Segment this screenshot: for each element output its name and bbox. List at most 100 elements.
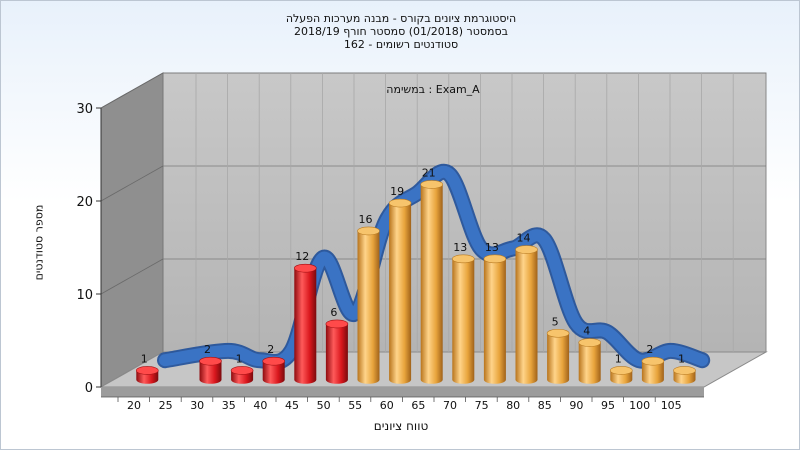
x-tick-label: 95 bbox=[601, 399, 615, 412]
bar-value-label: 1 bbox=[678, 352, 685, 365]
bar-top bbox=[578, 338, 602, 347]
histogram-bar: 1 bbox=[136, 352, 159, 384]
gridline-side bbox=[100, 165, 164, 202]
histogram-bar: 5 bbox=[546, 315, 570, 384]
chart-title-line-1: היסטוגרמת ציונים בקורס - מבנה מערכות הפע… bbox=[285, 12, 517, 25]
bar-value-label: 4 bbox=[583, 325, 590, 338]
histogram-bar: 4 bbox=[578, 325, 602, 384]
histogram-bar: 2 bbox=[641, 343, 665, 384]
y-axis-label: מספר סטודנטים bbox=[32, 204, 46, 281]
x-tick-label: 90 bbox=[569, 399, 583, 412]
bar-top bbox=[451, 254, 475, 264]
histogram-bar: 1 bbox=[609, 352, 633, 384]
bar-body bbox=[578, 342, 601, 384]
bar-value-label: 13 bbox=[485, 241, 499, 254]
x-tick-label: 70 bbox=[443, 399, 457, 412]
bar-top bbox=[136, 366, 159, 375]
bar-value-label: 16 bbox=[359, 213, 373, 226]
x-tick-label: 30 bbox=[190, 399, 204, 412]
bar-top bbox=[357, 226, 380, 236]
gridline-side bbox=[100, 72, 164, 109]
bar-value-label: 1 bbox=[615, 352, 622, 365]
left-wall bbox=[100, 72, 164, 388]
x-tick-label: 105 bbox=[661, 399, 682, 412]
bar-value-label: 14 bbox=[517, 232, 531, 245]
histogram-bar: 12 bbox=[293, 250, 317, 384]
bar-value-label: 21 bbox=[422, 166, 436, 179]
bar-body bbox=[547, 333, 570, 384]
x-tick-label: 45 bbox=[285, 399, 299, 412]
bar-top bbox=[420, 180, 444, 189]
x-tick-label: 20 bbox=[127, 399, 141, 412]
bar-body bbox=[452, 258, 475, 384]
bar-top bbox=[609, 366, 633, 375]
histogram-bar: 1 bbox=[230, 352, 254, 384]
bar-body bbox=[483, 258, 506, 384]
x-tick-label: 55 bbox=[348, 399, 362, 412]
x-tick-label: 35 bbox=[222, 399, 236, 412]
bar-value-label: 19 bbox=[390, 185, 404, 198]
y-tick-label: 10 bbox=[76, 288, 93, 303]
y-tick-label: 0 bbox=[85, 381, 93, 396]
histogram-bar: 16 bbox=[357, 213, 380, 384]
bar-body bbox=[325, 323, 348, 384]
x-axis-label: טווח ציונים bbox=[373, 419, 429, 433]
x-tick-label: 100 bbox=[629, 399, 650, 412]
histogram-bar: 2 bbox=[199, 343, 222, 384]
bar-top bbox=[388, 198, 412, 208]
bar-body bbox=[420, 184, 443, 384]
histogram-bar: 2 bbox=[262, 343, 286, 384]
x-tick-label: 80 bbox=[506, 399, 520, 412]
bar-top bbox=[230, 366, 254, 375]
gridline-side bbox=[100, 258, 164, 295]
bar-top bbox=[483, 254, 507, 264]
bar-body bbox=[199, 361, 222, 384]
histogram-bar: 1 bbox=[673, 352, 696, 384]
bar-value-label: 2 bbox=[204, 343, 211, 356]
bar-top bbox=[262, 356, 286, 366]
x-tick-label: 75 bbox=[475, 399, 489, 412]
x-tick-label: 65 bbox=[411, 399, 425, 412]
bar-value-label: 1 bbox=[141, 352, 148, 365]
x-tick-label: 85 bbox=[538, 399, 552, 412]
bar-top bbox=[325, 319, 349, 329]
trend-curve bbox=[159, 166, 709, 368]
bar-top bbox=[515, 245, 538, 254]
bar-value-label: 1 bbox=[236, 352, 243, 365]
x-tick-label: 40 bbox=[253, 399, 267, 412]
bar-top bbox=[641, 356, 665, 366]
x-tick-label: 25 bbox=[159, 399, 173, 412]
histogram-bar: 14 bbox=[515, 232, 538, 384]
bar-body bbox=[515, 249, 538, 384]
chart-title-line-2: בסמסטר (01/2018) סמסטר חורף 2018/19 bbox=[294, 25, 508, 38]
x-tick-label: 50 bbox=[317, 399, 331, 412]
bar-top bbox=[199, 356, 222, 366]
bar-value-label: 2 bbox=[646, 343, 653, 356]
x-tick-label: 60 bbox=[380, 399, 394, 412]
bar-value-label: 2 bbox=[267, 343, 274, 356]
y-tick-label: 30 bbox=[76, 102, 93, 117]
y-tick-label: 20 bbox=[76, 195, 93, 210]
histogram-bar: 19 bbox=[388, 185, 412, 384]
floor-edge bbox=[101, 387, 704, 397]
bar-value-label: 6 bbox=[330, 306, 337, 319]
bar-top bbox=[293, 263, 317, 273]
chart-title-line-3: סטודנטים רשומים - 162 bbox=[343, 38, 459, 51]
chart-subtitle: במשימה : Exam_A bbox=[386, 83, 480, 96]
histogram-bar: 21 bbox=[420, 166, 444, 384]
bar-value-label: 5 bbox=[552, 315, 559, 328]
bar-value-label: 12 bbox=[295, 250, 309, 263]
histogram-bar: 6 bbox=[325, 306, 349, 384]
bar-body bbox=[262, 361, 285, 384]
bar-top bbox=[546, 328, 570, 338]
bar-body bbox=[641, 361, 664, 384]
histogram-bar: 13 bbox=[483, 241, 507, 384]
bar-body bbox=[389, 203, 412, 384]
histogram-bar: 13 bbox=[451, 241, 475, 384]
bar-top bbox=[673, 366, 696, 375]
bar-body bbox=[294, 268, 317, 384]
bar-body bbox=[357, 230, 380, 384]
bar-value-label: 13 bbox=[453, 241, 467, 254]
